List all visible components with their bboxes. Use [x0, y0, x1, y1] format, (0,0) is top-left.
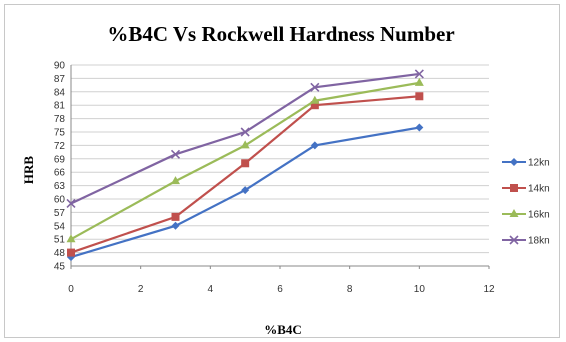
data-point-14kn [415, 92, 424, 101]
chart-frame: %B4C Vs Rockwell Hardness Number 45 48 51 5… [4, 4, 560, 338]
x-tick-label: 12 [483, 284, 495, 295]
data-point-14kn [67, 248, 75, 257]
y-tick-label: 57 [54, 208, 66, 219]
y-tick-label: 66 [54, 168, 66, 179]
legend-label: 16kn [528, 210, 550, 221]
data-point-14kn [310, 101, 319, 110]
data-point-18kn [240, 127, 250, 137]
y-tick-label: 78 [54, 114, 66, 125]
data-point-16kn [414, 77, 424, 86]
y-tick-label: 84 [54, 87, 66, 98]
y-tick-label: 54 [54, 221, 66, 232]
data-point-18kn [414, 69, 424, 79]
legend-marker [510, 158, 518, 166]
series-16kn [66, 77, 424, 243]
data-point-12kn [310, 141, 319, 150]
y-tick-label: 72 [54, 141, 66, 152]
legend-marker [509, 209, 519, 217]
data-point-16kn [240, 140, 250, 149]
legend-marker [509, 235, 519, 245]
x-axis-title: %B4C [264, 322, 302, 337]
data-point-16kn [171, 176, 180, 185]
legend-label: 14kn [528, 184, 550, 195]
x-tick-label: 6 [277, 284, 283, 295]
x-tick-label: 8 [347, 284, 353, 295]
y-tick-label: 69 [54, 154, 66, 165]
series-line-14kn [70, 95, 420, 254]
series-12kn [67, 123, 424, 262]
y-tick-label: 87 [54, 74, 66, 85]
y-tick-label: 63 [54, 181, 66, 192]
y-tick-label: 60 [54, 195, 66, 206]
data-point-12kn [415, 123, 424, 132]
series-layer [66, 69, 424, 262]
x-tick-label: 2 [138, 284, 144, 295]
y-tick-label: 81 [54, 101, 66, 112]
x-tick-label: 10 [414, 284, 426, 295]
y-tick-label: 75 [54, 128, 66, 139]
y-axis-title: HRB [21, 156, 36, 185]
legend-item-16kn: 16kn [502, 209, 550, 221]
legend-item-14kn: 14kn [502, 184, 550, 195]
chart-svg: %B4C Vs Rockwell Hardness Number 4548515… [21, 22, 550, 337]
data-point-14kn [241, 159, 250, 168]
data-point-16kn [66, 234, 76, 243]
axis-layer: 45 48 51 54 57 60 63 66 69 72 75 78 81 84 87 90 0 2 4 6 8 10 1… [54, 61, 495, 296]
data-point-16kn [310, 95, 320, 104]
legend-item-12kn: 12kn [502, 158, 550, 169]
y-tick-label: 48 [54, 248, 66, 259]
series-14kn [67, 92, 424, 257]
legend: 12kn 14kn 16kn 18kn [502, 158, 550, 247]
data-point-18kn [170, 149, 181, 159]
legend-marker [510, 184, 518, 192]
series-line-18kn [70, 72, 420, 205]
data-point-12kn [241, 186, 250, 195]
y-tick-label: 45 [54, 262, 66, 273]
data-point-18kn [310, 82, 320, 92]
x-tick-label: 0 [68, 284, 74, 295]
y-tick-label: 90 [54, 61, 66, 72]
data-point-18kn [66, 198, 76, 209]
legend-item-18kn: 18kn [502, 235, 550, 247]
chart-title: %B4C Vs Rockwell Hardness Number [107, 22, 454, 46]
legend-label: 18kn [528, 236, 550, 247]
data-point-12kn [171, 221, 180, 230]
data-point-14kn [171, 212, 180, 221]
y-tick-label: 51 [54, 235, 66, 246]
legend-label: 12kn [528, 158, 550, 169]
x-tick-label: 4 [208, 284, 214, 295]
series-18kn [66, 69, 424, 209]
grid-layer [71, 64, 489, 267]
